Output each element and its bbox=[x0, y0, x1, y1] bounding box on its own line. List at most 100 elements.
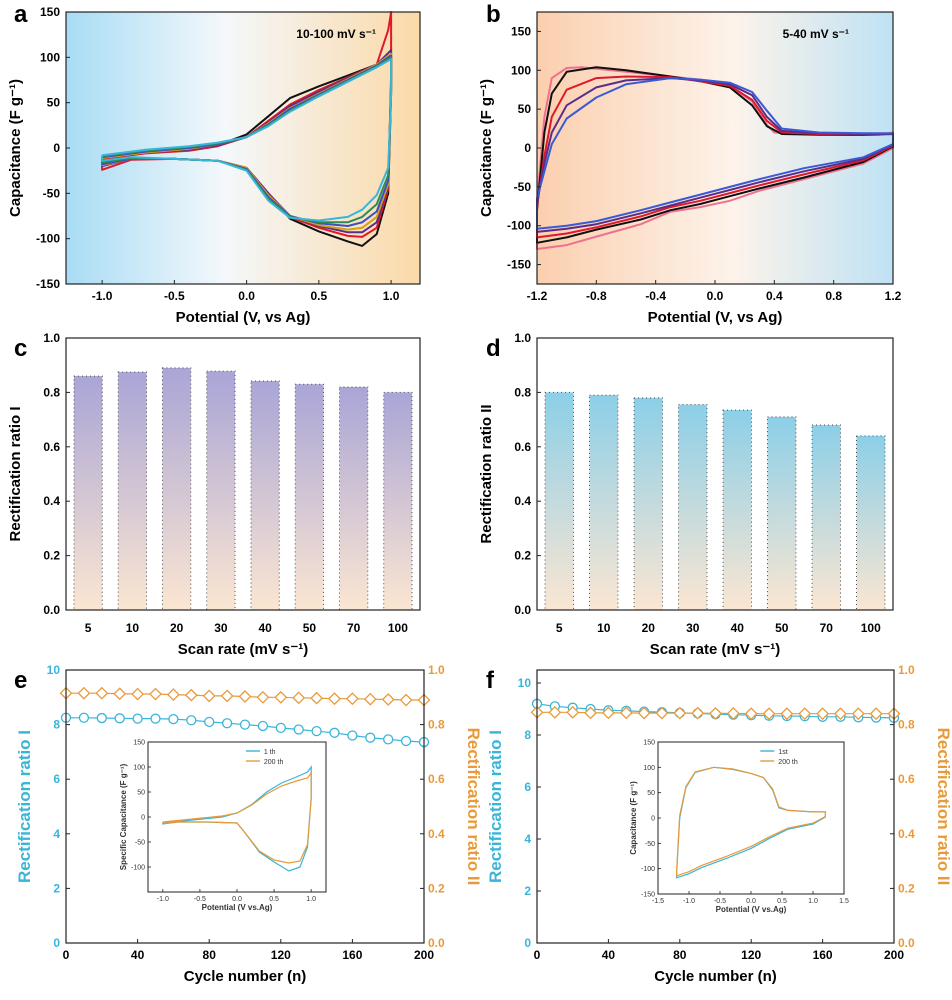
y2-tick-label-e: 0.4 bbox=[428, 827, 445, 841]
data-point-diamond-f bbox=[726, 706, 740, 720]
panel-label-e: e bbox=[14, 667, 27, 694]
data-point-diamond-f bbox=[566, 705, 580, 719]
y-tick-label-e: 2 bbox=[53, 881, 60, 895]
y-tick-label-a: 50 bbox=[47, 96, 61, 110]
x-tick-label-e: 200 bbox=[414, 948, 434, 962]
inset-y-tick-label-f: -150 bbox=[641, 892, 655, 899]
category-label-c: 70 bbox=[347, 621, 361, 635]
inset-y-tick-label-f: 100 bbox=[643, 765, 655, 772]
y-tick-label-e: 10 bbox=[47, 663, 61, 677]
data-point-diamond-e bbox=[95, 686, 109, 700]
data-point-circle-e bbox=[400, 735, 412, 747]
y-axis-title-left-f: Rectification ratio I bbox=[486, 730, 505, 883]
data-point-diamond-f bbox=[869, 707, 883, 721]
data-point-diamond-e bbox=[345, 692, 359, 706]
data-point-diamond-e bbox=[381, 693, 395, 706]
y-tick-label-d: 0.2 bbox=[514, 549, 531, 563]
x-axis-title-a: Potential (V, vs Ag) bbox=[176, 309, 311, 326]
data-point-circle-e bbox=[204, 716, 215, 728]
panel-label-f: f bbox=[486, 667, 495, 694]
inset-x-tick-label-e: 0.0 bbox=[232, 896, 242, 903]
y-tick-label-a: -150 bbox=[36, 277, 60, 291]
panel-label-b: b bbox=[486, 1, 501, 28]
inset-y-tick-label-e: 150 bbox=[133, 740, 145, 747]
panel-c: 5 10 20 30 40 50 70 100 0.0 0.2 0.4 0.6 0.8 1.0 Scan r… bbox=[7, 331, 421, 658]
y-tick-label-b: 150 bbox=[511, 24, 531, 38]
y-tick-label-b: 100 bbox=[511, 63, 531, 77]
inset-y-tick-label-e: 50 bbox=[137, 790, 145, 797]
plot-background-a bbox=[66, 12, 420, 284]
panel-b: -1.2 -0.8 -0.4 0.0 0.4 0.8 1.2 -150 -100 -50 0 50 10… bbox=[478, 1, 902, 326]
y-tick-label-c: 0.2 bbox=[43, 549, 60, 563]
x-tick-label-e: 0 bbox=[63, 948, 70, 962]
x-tick-label-f: 120 bbox=[741, 948, 761, 962]
inset-y-tick-label-f: 150 bbox=[643, 740, 655, 747]
inset-frame-f bbox=[657, 741, 845, 895]
data-point-diamond-e bbox=[256, 690, 270, 704]
x-tick-label-e: 120 bbox=[271, 948, 291, 962]
inset-legend-label-f: 200 th bbox=[778, 759, 798, 766]
bar-d bbox=[589, 394, 619, 611]
data-point-diamond-f bbox=[637, 706, 651, 720]
data-point-circle-e bbox=[275, 722, 286, 734]
x-tick-label-b: 0.8 bbox=[825, 289, 842, 303]
x-tick-label-a: 0.0 bbox=[238, 289, 255, 303]
plot-frame-f bbox=[536, 669, 895, 944]
data-point-diamond-f bbox=[709, 706, 722, 720]
category-label-d: 100 bbox=[861, 621, 881, 635]
bar-d bbox=[678, 404, 708, 611]
data-point-diamond-f bbox=[744, 707, 758, 721]
y-tick-label-d: 0.4 bbox=[514, 494, 531, 508]
x-tick-label-a: -0.5 bbox=[164, 289, 185, 303]
inset-x-tick-label-f: 0.0 bbox=[746, 898, 756, 905]
y-tick-label-a: -50 bbox=[43, 186, 61, 200]
y-tick-label-d: 0.6 bbox=[514, 440, 531, 454]
data-point-diamond-f bbox=[780, 707, 794, 721]
data-point-circle-e bbox=[365, 732, 376, 743]
bar-c bbox=[383, 391, 413, 611]
inset-x-tick-label-f: 1.5 bbox=[839, 898, 849, 905]
panel-label-c: c bbox=[14, 335, 27, 362]
x-tick-label-f: 40 bbox=[602, 948, 616, 962]
y-tick-label-a: 0 bbox=[53, 141, 60, 155]
y2-tick-label-e: 1.0 bbox=[428, 663, 445, 677]
y-tick-label-d: 0.8 bbox=[514, 385, 531, 399]
data-point-diamond-f bbox=[619, 706, 633, 720]
y2-tick-label-f: 0.0 bbox=[898, 936, 915, 950]
y-axis-title-left-e: Rectification ratio I bbox=[15, 730, 34, 883]
y-tick-label-f: 4 bbox=[524, 832, 531, 846]
bar-d bbox=[544, 391, 574, 611]
y2-tick-label-f: 0.2 bbox=[898, 881, 915, 895]
bar-c bbox=[73, 375, 103, 611]
x-tick-label-f: 80 bbox=[673, 948, 687, 962]
x-tick-label-a: 1.0 bbox=[383, 289, 400, 303]
x-axis-title-d: Scan rate (mV s⁻¹) bbox=[650, 641, 780, 658]
y-tick-label-f: 0 bbox=[524, 936, 531, 950]
inset-frame-e bbox=[147, 741, 327, 893]
data-point-circle-e bbox=[114, 713, 125, 724]
x-tick-label-f: 0 bbox=[534, 948, 541, 962]
x-tick-label-f: 160 bbox=[813, 948, 833, 962]
series-line-a bbox=[101, 58, 393, 222]
inset-y-tick-label-e: -50 bbox=[135, 840, 145, 847]
bar-c bbox=[161, 367, 192, 611]
y-axis-title-a: Capacitance (F g⁻¹) bbox=[7, 79, 24, 217]
data-point-diamond-e bbox=[220, 689, 234, 703]
y-axis-title-right-e: Rectification ratio II bbox=[464, 728, 483, 886]
bar-c bbox=[250, 380, 280, 611]
data-point-diamond-f bbox=[851, 707, 865, 721]
data-point-diamond-f bbox=[798, 707, 812, 721]
bar-c bbox=[117, 371, 148, 611]
data-point-diamond-e bbox=[292, 691, 306, 705]
x-tick-label-e: 40 bbox=[131, 948, 145, 962]
category-label-c: 10 bbox=[126, 621, 140, 635]
inset-y-tick-label-f: 50 bbox=[647, 790, 655, 797]
y-axis-title-d: Rectification ratio II bbox=[478, 404, 495, 543]
y-tick-label-e: 8 bbox=[53, 718, 60, 732]
panel-label-a: a bbox=[14, 1, 28, 28]
y-tick-label-b: 50 bbox=[518, 102, 532, 116]
y-tick-label-e: 0 bbox=[53, 936, 60, 950]
y-tick-label-f: 8 bbox=[524, 728, 531, 742]
data-point-diamond-e bbox=[274, 690, 288, 704]
bar-d bbox=[633, 397, 663, 611]
